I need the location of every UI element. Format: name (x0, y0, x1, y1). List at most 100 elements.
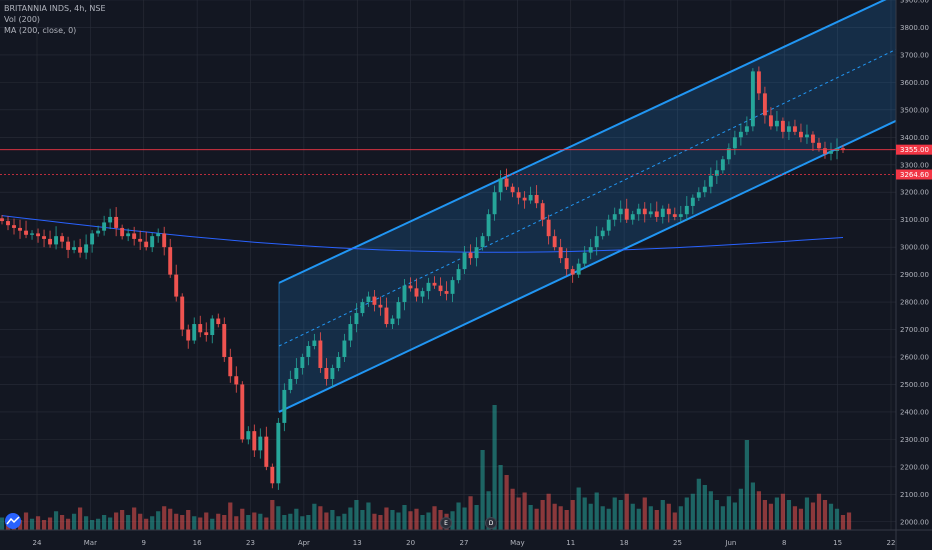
candle (702, 180, 707, 198)
x-tick-label: 23 (246, 539, 255, 547)
candle (420, 287, 425, 304)
volume-bar (456, 502, 461, 530)
candle (366, 291, 371, 308)
candle-body (558, 247, 563, 259)
y-tick-label: 3300.00 (900, 161, 929, 169)
candle-body (522, 197, 527, 201)
candle-body (606, 219, 611, 231)
candle (774, 110, 779, 132)
parallel-channel[interactable] (278, 0, 897, 413)
price-axis[interactable]: 2000.00 2100.00 2200.00 2300.00 2400.00 2500.… (895, 0, 932, 550)
price-tag-label: 3355.00 (900, 146, 929, 154)
volume-bar (402, 505, 407, 530)
candle-body (612, 214, 617, 220)
candle (732, 130, 737, 155)
candle (348, 315, 353, 348)
candle (48, 230, 53, 248)
candle-body (48, 238, 53, 245)
volume-indicator-label[interactable]: Vol (200) (4, 15, 41, 24)
candle (492, 185, 497, 221)
volume-bar (96, 518, 101, 530)
candle (450, 276, 455, 303)
volume-bar (846, 512, 852, 530)
volume-bar (726, 496, 731, 530)
candle (390, 315, 395, 329)
candle-body (630, 214, 635, 220)
candle (282, 383, 287, 432)
candle-body (222, 324, 227, 357)
candle-body (480, 236, 485, 248)
event-marker[interactable]: D (485, 517, 497, 529)
candle-body (24, 230, 28, 235)
candle (498, 170, 503, 201)
volume-bar (47, 517, 53, 530)
grid-lines (0, 0, 896, 530)
candle (558, 238, 563, 264)
y-tick-label: 2000.00 (900, 518, 929, 526)
candle-body (564, 258, 569, 270)
volume-bar (138, 513, 143, 530)
candle (738, 123, 743, 146)
candle (138, 230, 143, 250)
volume-bar (576, 487, 581, 530)
candle (318, 332, 323, 373)
volume-bar (234, 516, 239, 530)
event-label: D (489, 520, 494, 527)
volume-bar (192, 516, 197, 530)
volume-bar (756, 491, 762, 530)
volume-bar (486, 491, 491, 530)
candle-body (378, 304, 383, 308)
y-tick-label: 2600.00 (900, 353, 929, 361)
candle (414, 278, 419, 302)
candle-body (702, 186, 707, 193)
channel-upper-line (278, 0, 887, 284)
volume-bar (624, 493, 629, 530)
candle (630, 210, 635, 225)
volume-bar (606, 508, 611, 530)
candle-body (726, 148, 731, 160)
time-axis[interactable]: 24 Mar 9 16 23 Apr 13 20 27 May 11 18 25 Jun 8 15 22 (0, 529, 932, 547)
volume-bar (780, 493, 786, 530)
volume-bar (360, 510, 365, 530)
candle (150, 232, 155, 253)
candle-body (156, 233, 161, 237)
candle (192, 317, 197, 344)
candle (750, 68, 755, 132)
volume-bar (126, 515, 131, 530)
symbol-title[interactable]: BRITANNIA INDS, 4h, NSE (4, 4, 106, 13)
volume-bar (366, 502, 371, 530)
candle (426, 277, 431, 300)
tv-logo-icon[interactable] (5, 513, 21, 529)
volume-bar (690, 493, 695, 530)
candle (552, 229, 557, 251)
candle (396, 297, 401, 326)
candle (528, 186, 533, 204)
candle (696, 187, 701, 202)
volume-bar (372, 513, 377, 530)
candle (102, 215, 107, 236)
candle-body (438, 285, 443, 292)
volume-bar (504, 475, 509, 530)
volume-bar (168, 508, 173, 530)
candle-body (762, 93, 767, 116)
y-tick-label: 3000.00 (900, 244, 929, 252)
candle-body (90, 233, 95, 245)
volume-bar (174, 513, 179, 530)
candle-body (666, 208, 671, 215)
event-marker[interactable]: E (440, 517, 452, 529)
candle-body (276, 422, 281, 484)
y-tick-label: 2800.00 (900, 299, 929, 307)
candle-body (811, 134, 815, 143)
candle-body (390, 318, 395, 325)
candle-body (96, 230, 101, 234)
candle (162, 226, 167, 256)
candle (480, 232, 485, 251)
ma-indicator-label[interactable]: MA (200, close, 0) (4, 26, 77, 35)
candle (96, 225, 101, 237)
volume-bar (510, 488, 515, 530)
candle-body (534, 194, 539, 204)
volume-bar (108, 517, 113, 530)
candle-body (204, 332, 209, 336)
